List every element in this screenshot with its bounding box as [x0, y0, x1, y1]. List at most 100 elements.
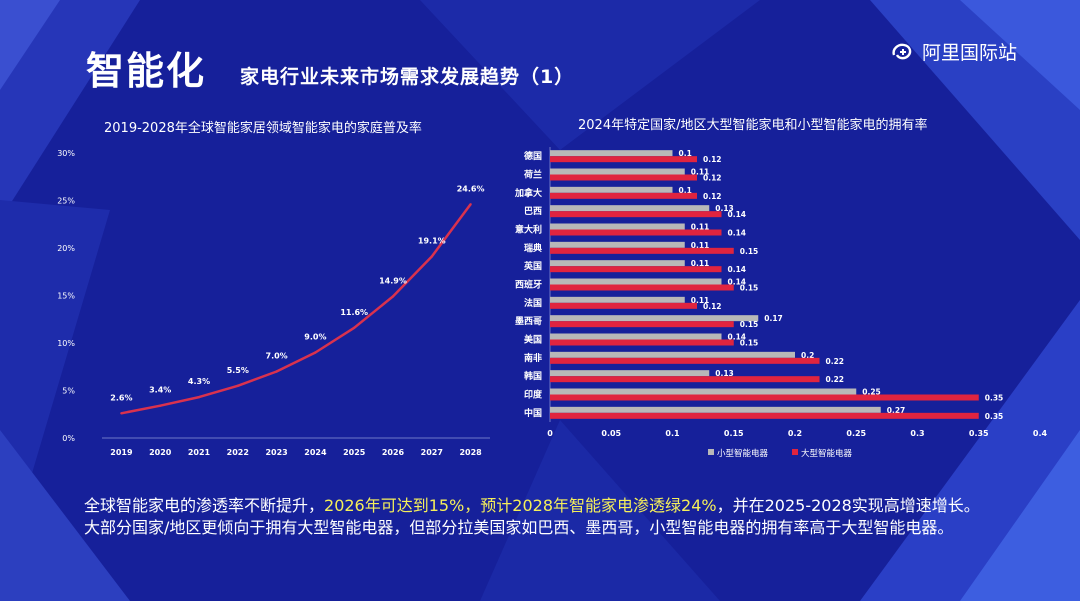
- bar-large-data-label: 0.15: [740, 284, 759, 293]
- line-chart-data-label: 2.6%: [110, 393, 132, 402]
- bar-small-appliance: [550, 388, 857, 395]
- line-chart-point: [236, 384, 239, 387]
- line-chart-title: 2019-2028年全球智能家居领域智能家电的家庭普及率: [104, 121, 422, 136]
- bar-chart-category-label: 中国: [524, 407, 542, 419]
- line-chart-data-label: 7.0%: [266, 352, 288, 361]
- bar-large-appliance: [550, 376, 820, 383]
- bar-large-data-label: 0.14: [728, 210, 747, 219]
- summary-paragraph-1: 全球智能家电的渗透率不断提升，2026年可达到15%，预计2028年智能家电渗透…: [84, 495, 984, 517]
- bar-chart-category-label: 西班牙: [515, 279, 542, 291]
- line-chart-data-label: 14.9%: [379, 276, 407, 285]
- bar-large-data-label: 0.12: [703, 302, 722, 311]
- line-chart-x-tick: 2020: [149, 448, 172, 457]
- bar-small-appliance: [550, 315, 759, 322]
- bar-large-data-label: 0.12: [703, 174, 722, 183]
- penetration-line-chart: 0% 5% 10% 15% 20% 25% 30% 2019 2020 2021 2022 2023 2…: [57, 149, 490, 457]
- legend-swatch: [708, 449, 714, 455]
- bar-chart-category-label: 荷兰: [523, 169, 542, 181]
- bar-chart-category-label: 印度: [524, 389, 543, 401]
- bar-chart-category-label: 美国: [524, 334, 542, 346]
- bar-small-appliance: [550, 406, 881, 413]
- legend-label: 小型智能电器: [717, 448, 769, 459]
- bar-large-data-label: 0.12: [703, 155, 722, 164]
- bar-large-data-label: 0.35: [985, 412, 1004, 421]
- alibaba-logo-icon: [892, 43, 912, 59]
- line-chart-y-tick: 0%: [62, 434, 75, 443]
- bar-chart-category-label: 英国: [523, 260, 542, 272]
- bar-small-data-label: 0.25: [862, 388, 881, 397]
- bar-chart-x-tick: 0.2: [788, 429, 802, 438]
- line-chart-x-tick: 2025: [343, 448, 366, 457]
- bar-small-appliance: [550, 351, 795, 358]
- bar-large-appliance: [550, 357, 820, 364]
- bar-chart-category-label: 巴西: [524, 206, 542, 217]
- line-chart-x-tick: 2024: [304, 448, 327, 457]
- bar-chart-category-label: 墨西哥: [515, 316, 542, 327]
- bar-small-appliance: [550, 168, 685, 175]
- line-chart-x-tick: 2019: [110, 448, 133, 457]
- bar-chart-x-tick: 0.25: [846, 429, 866, 438]
- bar-small-appliance: [550, 205, 710, 212]
- line-chart-series-line: [121, 203, 472, 415]
- line-chart-point: [353, 326, 356, 329]
- bar-large-appliance: [550, 302, 697, 309]
- bar-small-data-label: 0.13: [715, 369, 734, 378]
- bar-small-data-label: 0.11: [691, 241, 710, 250]
- summary-p1-end: ，并在2025-2028实现高增速增长。: [716, 496, 980, 515]
- line-chart-y-tick: 20%: [57, 244, 75, 253]
- bar-small-appliance: [550, 296, 685, 303]
- bar-large-appliance: [550, 339, 734, 346]
- bar-large-data-label: 0.22: [826, 375, 845, 384]
- bar-small-data-label: 0.11: [691, 296, 710, 305]
- line-chart-y-tick: 15%: [57, 292, 75, 301]
- bar-small-data-label: 0.2: [801, 351, 814, 360]
- bar-small-appliance: [550, 260, 685, 267]
- bar-chart-x-tick: 0.15: [724, 429, 744, 438]
- line-chart-point: [430, 255, 433, 258]
- logo: 阿里国际站: [890, 38, 1017, 65]
- page-subtitle: 家电行业未来市场需求发展趋势（1）: [240, 66, 575, 88]
- bar-small-data-label: 0.14: [728, 333, 747, 342]
- bar-small-appliance: [550, 223, 685, 230]
- bar-large-data-label: 0.14: [728, 229, 747, 238]
- bar-small-data-label: 0.14: [728, 278, 747, 287]
- bar-chart-category-label: 瑞典: [524, 242, 542, 254]
- line-chart-point: [120, 412, 123, 415]
- bar-large-appliance: [550, 192, 697, 199]
- line-chart-data-label: 11.6%: [340, 308, 368, 317]
- bar-large-appliance: [550, 412, 979, 419]
- bar-large-appliance: [550, 394, 979, 401]
- line-chart-point: [469, 203, 472, 206]
- page-title: 智能化: [86, 49, 207, 93]
- line-chart-y-tick: 30%: [57, 149, 75, 158]
- bar-large-data-label: 0.15: [740, 247, 759, 256]
- bar-chart-x-tick: 0.4: [1033, 429, 1048, 438]
- bar-chart-category-label: 法国: [524, 297, 542, 309]
- bar-large-data-label: 0.35: [985, 394, 1004, 403]
- bar-small-appliance: [550, 186, 673, 193]
- bar-chart-x-tick: 0.1: [665, 429, 680, 438]
- bar-large-appliance: [550, 174, 697, 181]
- line-chart-point: [391, 295, 395, 298]
- bar-small-data-label: 0.1: [679, 149, 692, 158]
- line-chart-x-tick: 2028: [459, 448, 482, 457]
- bar-chart-category-label: 韩国: [524, 370, 542, 382]
- bar-small-data-label: 0.13: [715, 204, 734, 213]
- line-chart-x-tick: 2021: [188, 448, 211, 457]
- line-chart-data-label: 5.5%: [227, 366, 249, 375]
- bar-large-data-label: 0.15: [740, 320, 759, 329]
- line-chart-y-tick: 5%: [62, 387, 75, 396]
- line-chart-point: [275, 370, 278, 373]
- logo-text: 阿里国际站: [922, 42, 1018, 64]
- bar-chart-category-label: 加拿大: [514, 187, 542, 199]
- line-chart-data-label: 4.3%: [188, 377, 210, 386]
- line-chart-x-tick: 2023: [265, 448, 287, 457]
- summary-p1-start: 全球智能家电的渗透率不断提升，: [84, 496, 325, 515]
- line-chart-y-tick: 10%: [57, 339, 75, 348]
- bar-large-data-label: 0.22: [826, 357, 845, 366]
- bar-chart-x-tick: 0.35: [969, 429, 989, 438]
- bar-small-data-label: 0.1: [679, 186, 692, 195]
